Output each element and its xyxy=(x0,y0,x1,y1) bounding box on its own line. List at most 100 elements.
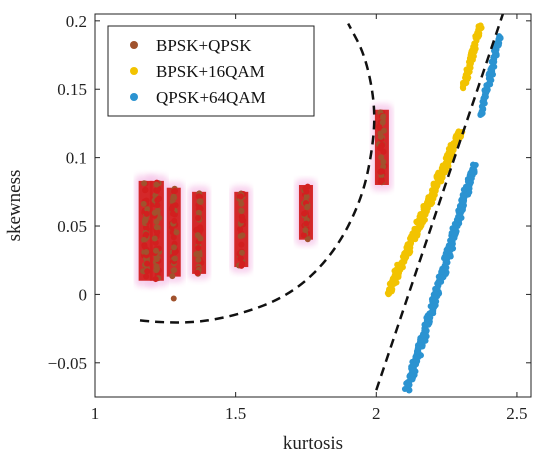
data-point xyxy=(454,131,461,138)
data-point xyxy=(439,268,446,275)
y-tick-label: −0.05 xyxy=(48,354,87,373)
x-axis-ticks: 1 1.5 2 2.5 xyxy=(91,14,528,423)
data-point xyxy=(151,209,158,216)
data-point xyxy=(168,205,175,212)
legend-marker xyxy=(130,93,138,101)
data-point xyxy=(491,52,498,59)
data-point xyxy=(195,209,202,216)
y-tick-label: 0.1 xyxy=(66,149,87,168)
data-point xyxy=(459,198,466,205)
data-point xyxy=(491,47,498,54)
data-point xyxy=(237,255,244,262)
data-point xyxy=(376,123,383,130)
data-point xyxy=(494,42,501,49)
data-point xyxy=(432,181,439,188)
data-point xyxy=(422,337,429,344)
data-point xyxy=(453,216,460,223)
data-point xyxy=(479,110,486,117)
x-axis-label: kurtosis xyxy=(283,433,343,454)
plot-frame xyxy=(94,13,532,398)
data-point xyxy=(304,203,311,210)
data-point xyxy=(465,69,472,76)
y-tick-label: 0.15 xyxy=(57,80,87,99)
data-point xyxy=(390,278,397,285)
legend-label: BPSK+QPSK xyxy=(156,36,252,55)
data-point xyxy=(405,382,412,389)
data-point xyxy=(303,193,310,200)
data-point xyxy=(450,140,457,147)
data-point xyxy=(143,273,150,280)
data-point xyxy=(413,356,420,363)
data-point xyxy=(384,290,391,297)
data-point xyxy=(144,268,151,275)
data-point xyxy=(439,274,446,281)
data-point xyxy=(410,367,417,374)
data-point xyxy=(195,256,202,263)
data-point xyxy=(173,229,180,236)
data-point xyxy=(414,348,421,355)
legend-item: BPSK+QPSK xyxy=(130,36,252,55)
data-point xyxy=(172,187,179,194)
data-point xyxy=(143,231,150,238)
legend-item: BPSK+16QAM xyxy=(130,62,265,81)
data-point xyxy=(300,232,307,239)
decision-boundary-1 xyxy=(139,22,376,324)
data-point xyxy=(153,263,160,270)
data-point xyxy=(406,387,413,394)
data-point xyxy=(409,375,416,382)
data-point xyxy=(239,260,246,267)
data-point xyxy=(407,239,414,246)
data-point xyxy=(141,243,148,250)
data-point xyxy=(431,302,438,309)
data-point xyxy=(151,235,158,242)
data-point xyxy=(144,206,151,213)
data-point xyxy=(379,119,386,126)
legend-label: QPSK+64QAM xyxy=(156,88,266,107)
data-point xyxy=(443,264,450,271)
data-point xyxy=(429,309,436,316)
data-point xyxy=(449,245,456,252)
data-point xyxy=(407,244,414,251)
data-point xyxy=(380,158,387,165)
series-bpsk-16qam xyxy=(384,22,485,298)
data-point xyxy=(486,75,493,82)
data-point xyxy=(171,249,178,256)
data-point xyxy=(303,220,310,227)
data-point xyxy=(456,212,463,219)
data-point xyxy=(239,217,246,224)
data-point xyxy=(424,200,431,207)
data-point xyxy=(196,250,203,257)
data-point xyxy=(153,224,160,231)
data-point xyxy=(377,145,384,152)
data-point xyxy=(155,195,162,202)
data-point xyxy=(449,235,456,242)
data-point xyxy=(154,202,161,209)
decision-boundary-2 xyxy=(375,13,505,391)
data-point xyxy=(485,70,492,77)
data-point xyxy=(304,236,311,243)
data-point xyxy=(195,245,202,252)
data-point xyxy=(380,113,387,120)
data-point xyxy=(238,208,245,215)
data-point xyxy=(423,320,430,327)
data-point xyxy=(153,218,160,225)
data-point xyxy=(303,188,310,195)
data-point xyxy=(302,227,309,234)
y-axis-ticks: −0.05 0 0.05 0.1 0.15 0.2 xyxy=(48,12,531,373)
data-point xyxy=(237,233,244,240)
x-tick-label: 1.5 xyxy=(225,404,246,423)
legend: BPSK+QPSK BPSK+16QAM QPSK+64QAM xyxy=(107,25,315,117)
data-point xyxy=(485,81,492,88)
data-point xyxy=(153,181,160,188)
data-point xyxy=(418,212,425,219)
data-point xyxy=(395,272,402,279)
data-point xyxy=(239,249,246,256)
data-point xyxy=(476,30,483,37)
data-point xyxy=(380,127,387,134)
data-point xyxy=(143,249,150,256)
x-tick-label: 2.5 xyxy=(506,404,527,423)
data-point xyxy=(418,222,425,229)
data-point xyxy=(237,226,244,233)
data-point xyxy=(171,267,178,274)
data-point xyxy=(421,207,428,214)
